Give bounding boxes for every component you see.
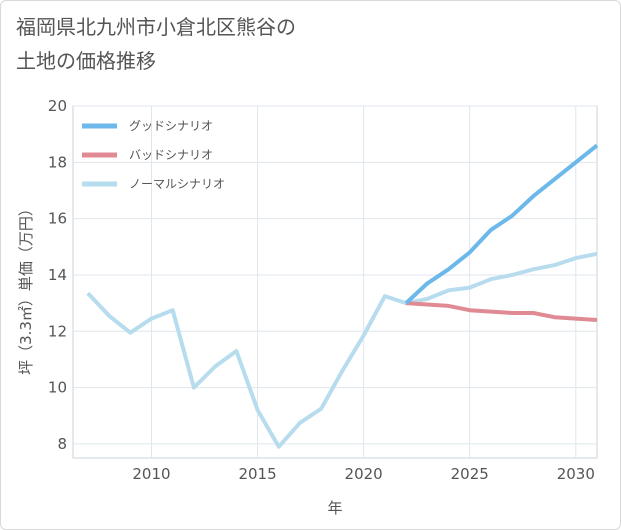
x-tick-label: 2015 (238, 465, 276, 483)
y-axis-title: 坪（3.3㎡）単価（万円） (17, 201, 35, 375)
y-tick-label: 16 (48, 210, 67, 228)
legend-label: グッドシナリオ (129, 119, 213, 133)
axis-ticks: 2010 2015 2020 2025 2030 8 10 12 14 16 18 20 (48, 97, 595, 483)
legend-label: バッドシナリオ (129, 148, 213, 162)
y-tick-label: 12 (48, 322, 67, 340)
title-line-1: 福岡県北九州市小倉北区熊谷の (16, 15, 296, 39)
series-line-2 (405, 301, 598, 322)
chart-title: 福岡県北九州市小倉北区熊谷の 土地の価格推移 (16, 10, 296, 78)
y-tick-label: 20 (48, 97, 67, 115)
legend-label: ノーマルシナリオ (129, 177, 225, 191)
series-lines (86, 143, 599, 449)
y-tick-label: 10 (48, 379, 67, 397)
x-tick-label: 2010 (132, 465, 170, 483)
x-tick-label: 2030 (557, 465, 595, 483)
y-tick-label: 8 (57, 435, 67, 453)
title-line-2: 土地の価格推移 (16, 49, 156, 73)
x-tick-label: 2020 (345, 465, 383, 483)
x-axis-title: 年 (327, 499, 342, 517)
series-line-3 (86, 251, 598, 449)
y-tick-label: 14 (48, 266, 67, 284)
x-tick-label: 2025 (451, 465, 489, 483)
series-line-1 (404, 143, 599, 305)
y-tick-label: 18 (48, 153, 67, 171)
